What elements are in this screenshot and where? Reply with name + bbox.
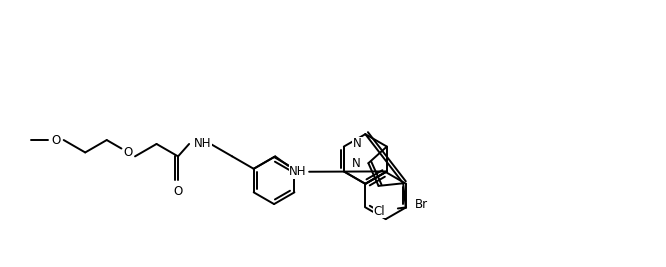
Text: O: O — [51, 134, 61, 147]
Text: Cl: Cl — [374, 205, 386, 218]
Text: Br: Br — [415, 198, 428, 211]
Text: N: N — [352, 157, 360, 170]
Text: O: O — [173, 184, 182, 198]
Text: O: O — [124, 146, 133, 159]
Text: NH: NH — [193, 138, 211, 151]
Text: N: N — [353, 138, 362, 151]
Text: NH: NH — [289, 165, 307, 178]
